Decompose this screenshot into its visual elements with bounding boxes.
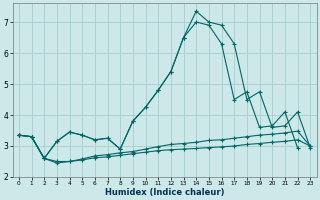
X-axis label: Humidex (Indice chaleur): Humidex (Indice chaleur) xyxy=(105,188,224,197)
